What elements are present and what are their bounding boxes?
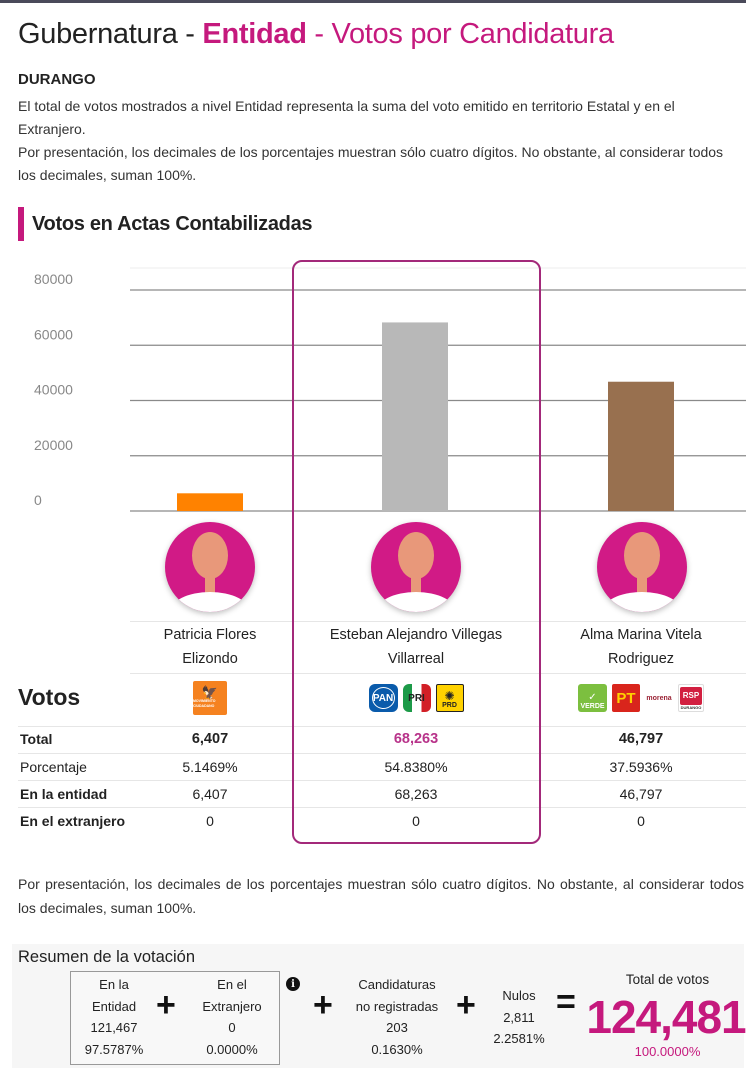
candidate-name: Esteban Alejandro Villegas Villarreal xyxy=(329,627,503,667)
divider xyxy=(130,621,746,622)
party-logos-candidate-1: 🦅 MOVIMIENTO CIUDADANO xyxy=(160,681,260,715)
candidate-1-extranjero: 0 xyxy=(206,813,214,829)
section-header: Votos en Actas Contabilizadas xyxy=(18,207,313,241)
summary-extranjero: En el Extranjero 0 0.0000% xyxy=(202,977,262,1057)
candidate-2-extranjero: 0 xyxy=(412,813,420,829)
candidate-3-total: 46,797 xyxy=(618,731,664,747)
prd-logo: ✺ PRD xyxy=(435,684,464,712)
summary-entidad: En la Entidad 121,467 97.5787% xyxy=(84,977,144,1057)
page-title: Gubernatura - Entidad - Votos por Candid… xyxy=(18,18,614,51)
plus-icon: + xyxy=(456,986,476,1024)
summary-total-votes: 124,481 xyxy=(586,991,746,1043)
summary-total-pct: 100.0000% xyxy=(634,1044,701,1059)
pri-logo: PRI xyxy=(402,684,431,712)
top-bar xyxy=(0,0,746,3)
divider xyxy=(18,726,746,727)
plus-icon: + xyxy=(313,986,333,1024)
row-label-percentage: Porcentaje xyxy=(20,759,87,775)
info-icon[interactable]: i xyxy=(286,977,300,991)
summary-total-label: Total de votos xyxy=(625,972,710,987)
candidate-2-entidad: 68,263 xyxy=(394,786,438,802)
description-line-1: El total de votos mostrados a nivel Enti… xyxy=(18,98,675,137)
percentage-footnote: Por presentación, los decimales de los p… xyxy=(18,876,744,916)
y-tick-label: 80000 xyxy=(34,271,73,287)
bar-chart: 0 20000 40000 60000 80000 xyxy=(34,267,746,512)
divider xyxy=(18,753,746,754)
y-tick-label: 60000 xyxy=(34,326,73,342)
candidate-name: Patricia Flores Elizondo xyxy=(163,627,257,667)
candidate-1-total: 6,407 xyxy=(191,731,229,747)
pt-logo: PT xyxy=(612,684,640,712)
summary-entidad-extranjero-box xyxy=(70,971,280,1065)
morena-logo: morena xyxy=(646,694,672,702)
candidate-2-percentage: 54.8380% xyxy=(384,759,448,775)
candidate-1-percentage: 5.1469% xyxy=(182,759,238,775)
votes-heading: Votos xyxy=(18,684,81,710)
rsp-logo: RSP DURANGO xyxy=(678,684,704,712)
description-line-2: Por presentación, los decimales de los p… xyxy=(18,144,724,183)
bar-1[interactable] xyxy=(177,493,243,511)
title-votos-candidatura: - Votos por Candidatura xyxy=(306,18,614,50)
candidate-1-entidad: 6,407 xyxy=(192,786,228,802)
plus-icon: + xyxy=(156,986,176,1024)
state-name: DURANGO xyxy=(18,71,96,88)
y-tick-label: 0 xyxy=(34,492,42,508)
party-logos-candidate-3: ✓ VERDE PT morena RSP DURANGO xyxy=(561,682,721,714)
candidate-name: Alma Marina Vitela Rodriguez xyxy=(580,627,702,667)
divider xyxy=(18,780,746,781)
pan-logo: PAN xyxy=(368,684,398,712)
candidate-avatar[interactable] xyxy=(165,522,255,612)
bar-3[interactable] xyxy=(608,381,674,511)
y-tick-label: 40000 xyxy=(34,382,73,398)
y-tick-label: 20000 xyxy=(34,437,73,453)
movimiento-ciudadano-logo: 🦅 MOVIMIENTO CIUDADANO xyxy=(193,681,227,715)
description: El total de votos mostrados a nivel Enti… xyxy=(18,95,738,187)
summary-no-registradas: Candidaturas no registradas 203 0.1630% xyxy=(355,977,439,1057)
section-title: Votos en Actas Contabilizadas xyxy=(32,212,313,235)
title-entidad: Entidad xyxy=(202,18,307,50)
candidate-2-total: 68,263 xyxy=(393,731,439,747)
section-accent-bar xyxy=(18,207,24,241)
bar-2[interactable] xyxy=(382,322,448,511)
title-gubernatura: Gubernatura - xyxy=(18,18,203,50)
verde-logo: ✓ VERDE xyxy=(578,684,607,712)
divider xyxy=(130,673,746,674)
candidate-3-extranjero: 0 xyxy=(637,813,645,829)
candidate-avatar[interactable] xyxy=(371,522,461,612)
summary-nulos: Nulos 2,811 2.2581% xyxy=(493,988,545,1046)
row-label-extranjero: En el extranjero xyxy=(20,813,126,829)
party-logos-candidate-2: PAN PRI ✺ PRD xyxy=(316,682,516,714)
candidate-avatar[interactable] xyxy=(597,522,687,612)
candidate-3-entidad: 46,797 xyxy=(619,786,663,802)
row-label-total: Total xyxy=(20,731,53,747)
equals-icon: = xyxy=(556,983,576,1021)
row-label-entidad: En la entidad xyxy=(20,786,108,802)
divider xyxy=(18,807,746,808)
summary-title: Resumen de la votación xyxy=(18,948,196,966)
candidate-3-percentage: 37.5936% xyxy=(609,759,673,775)
